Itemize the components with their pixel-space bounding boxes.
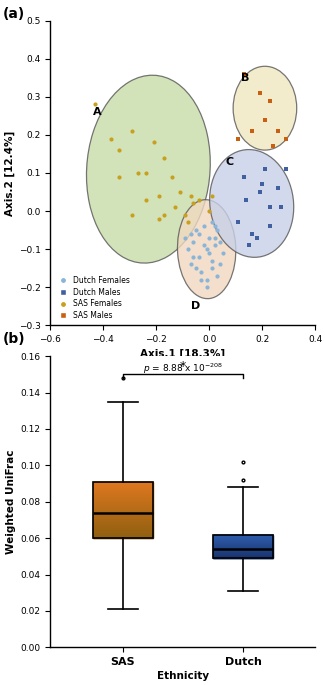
Point (207, 247, 212, 258)
Point (220, 247, 225, 258)
Y-axis label: Weighted UniFrac: Weighted UniFrac (6, 449, 16, 554)
Point (214, 225, 220, 236)
Point (283, 133, 289, 144)
Point (209, 255, 215, 266)
Point (212, 221, 217, 232)
Point (204, 244, 209, 255)
Point (257, 186, 262, 197)
Point (193, 263, 199, 274)
Point (270, 141, 276, 152)
Point (183, 210, 188, 221)
Text: (b): (b) (3, 332, 26, 346)
Point (162, 152, 167, 163)
Point (162, 210, 167, 221)
Point (186, 217, 191, 228)
Point (143, 168, 148, 179)
Point (262, 164, 267, 175)
Point (186, 244, 191, 255)
Point (177, 186, 183, 197)
Point (204, 282, 209, 292)
Text: C: C (225, 157, 233, 166)
Ellipse shape (86, 75, 210, 263)
Point (209, 263, 215, 274)
Ellipse shape (210, 149, 294, 258)
Point (209, 217, 215, 228)
Point (196, 229, 201, 240)
Point (196, 251, 201, 262)
Point (191, 198, 196, 209)
Point (254, 232, 260, 243)
Point (212, 240, 217, 251)
Point (109, 133, 114, 144)
Point (188, 259, 193, 270)
Point (172, 202, 177, 213)
Point (236, 133, 241, 144)
Point (199, 274, 204, 285)
Point (117, 171, 122, 182)
Point (156, 213, 162, 224)
Point (214, 271, 220, 282)
Ellipse shape (177, 200, 236, 299)
Point (244, 194, 249, 205)
Point (241, 171, 246, 182)
Point (207, 206, 212, 216)
Point (93, 99, 98, 110)
Point (117, 145, 122, 155)
Point (188, 229, 193, 240)
Point (193, 225, 199, 236)
Text: *: * (180, 360, 186, 373)
Point (204, 274, 209, 285)
Point (156, 190, 162, 201)
Point (130, 210, 135, 221)
Point (217, 236, 223, 247)
Point (207, 232, 212, 243)
Ellipse shape (233, 66, 297, 150)
Point (236, 217, 241, 228)
Point (183, 232, 188, 243)
Point (267, 95, 273, 106)
Legend: Dutch Females, Dutch Males, SAS Females, SAS Males: Dutch Females, Dutch Males, SAS Females,… (54, 275, 132, 321)
Point (249, 125, 254, 136)
Text: B: B (241, 73, 250, 83)
Point (191, 236, 196, 247)
Point (196, 194, 201, 205)
Point (135, 168, 140, 179)
Point (217, 259, 223, 270)
Point (283, 164, 289, 175)
Point (260, 179, 265, 190)
Point (188, 190, 193, 201)
Point (267, 202, 273, 213)
Point (209, 190, 215, 201)
Point (143, 194, 148, 205)
Text: A: A (93, 107, 101, 117)
Point (191, 251, 196, 262)
Point (170, 171, 175, 182)
Point (262, 114, 267, 125)
Point (202, 221, 207, 232)
Point (151, 137, 156, 148)
Point (199, 266, 204, 277)
Point (249, 229, 254, 240)
Point (246, 240, 252, 251)
Point (130, 125, 135, 136)
Point (276, 125, 281, 136)
Point (267, 221, 273, 232)
Y-axis label: Axis.2 [12.4%]: Axis.2 [12.4%] (4, 130, 15, 216)
Text: D: D (191, 301, 200, 311)
Point (276, 183, 281, 194)
Text: (a): (a) (3, 7, 25, 21)
Point (257, 88, 262, 99)
Text: $\it{p}$ = 8.88 x 10$^{-208}$: $\it{p}$ = 8.88 x 10$^{-208}$ (143, 362, 223, 376)
X-axis label: Ethnicity: Ethnicity (157, 671, 209, 681)
Point (202, 240, 207, 251)
Point (278, 202, 283, 213)
Point (212, 232, 217, 243)
X-axis label: Axis.1 [18.3%]: Axis.1 [18.3%] (140, 348, 225, 358)
Point (241, 68, 246, 79)
